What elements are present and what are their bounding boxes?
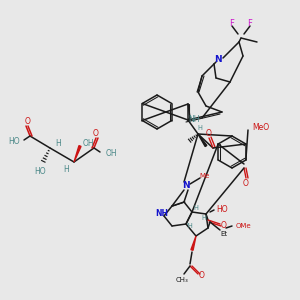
Text: Me: Me bbox=[199, 173, 209, 179]
Text: O: O bbox=[221, 221, 227, 230]
Text: HO: HO bbox=[34, 167, 46, 176]
Text: N: N bbox=[182, 182, 190, 190]
Text: O: O bbox=[93, 130, 99, 139]
Text: OMe: OMe bbox=[236, 223, 252, 229]
Text: Et: Et bbox=[220, 231, 228, 237]
Text: F: F bbox=[230, 19, 234, 28]
Text: 'H: 'H bbox=[187, 223, 194, 229]
Text: MeO: MeO bbox=[252, 124, 269, 133]
Text: O: O bbox=[199, 272, 205, 280]
Polygon shape bbox=[191, 236, 196, 250]
Polygon shape bbox=[198, 134, 207, 147]
Text: NH: NH bbox=[155, 209, 169, 218]
Text: OH: OH bbox=[82, 140, 94, 148]
Text: O: O bbox=[25, 118, 31, 127]
Text: HO: HO bbox=[8, 136, 20, 146]
Text: HO: HO bbox=[216, 206, 228, 214]
Text: NH: NH bbox=[188, 116, 200, 124]
Text: OH: OH bbox=[106, 148, 118, 158]
Text: F: F bbox=[248, 19, 252, 28]
Text: H: H bbox=[55, 140, 61, 148]
Text: H: H bbox=[194, 205, 198, 211]
Polygon shape bbox=[74, 146, 81, 162]
Text: N: N bbox=[214, 56, 222, 64]
Text: O: O bbox=[206, 128, 212, 137]
Text: CH₃: CH₃ bbox=[176, 277, 188, 283]
Text: O: O bbox=[243, 178, 249, 188]
Text: H: H bbox=[198, 125, 203, 131]
Text: H: H bbox=[63, 166, 69, 175]
Text: H: H bbox=[202, 215, 206, 221]
